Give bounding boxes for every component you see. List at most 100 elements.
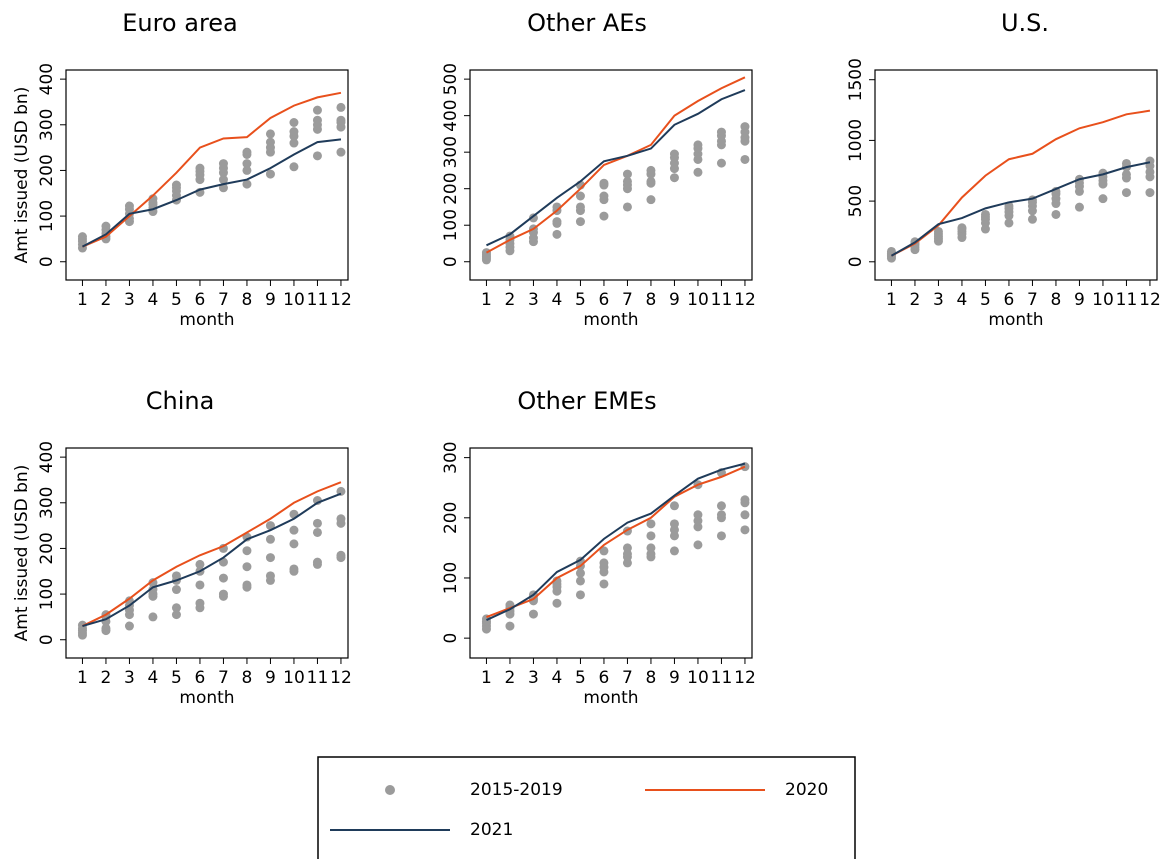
data-point — [242, 179, 252, 189]
series-line — [890, 161, 1151, 257]
data-point — [195, 598, 205, 608]
data-point — [933, 226, 943, 236]
series-line — [486, 462, 746, 621]
y-tick-label: 500 — [846, 185, 866, 217]
x-tick-label: 10 — [687, 290, 709, 310]
y-tick-label: 100 — [441, 209, 461, 241]
y-tick-label: 300 — [37, 109, 57, 141]
data-point — [265, 521, 275, 531]
x-tick-label: 9 — [265, 668, 276, 688]
x-tick-label: 3 — [528, 290, 539, 310]
x-axis-label: month — [988, 310, 1043, 330]
data-point — [575, 568, 585, 578]
data-point — [740, 525, 750, 535]
series-line — [81, 138, 342, 248]
x-tick-label: 10 — [1092, 290, 1114, 310]
x-tick-label: 10 — [283, 290, 305, 310]
data-point — [265, 137, 275, 147]
panel-title: Euro area — [122, 9, 238, 37]
y-axis-label: Amt issued (USD bn) — [12, 465, 32, 642]
x-tick-label: 9 — [1074, 290, 1085, 310]
panel-title: China — [146, 387, 215, 415]
data-point — [646, 543, 656, 553]
plot-frame — [469, 69, 753, 281]
y-tick-label: 500 — [441, 63, 461, 95]
series-line — [82, 91, 342, 248]
x-tick-label: 3 — [528, 668, 539, 688]
data-point — [101, 623, 111, 633]
x-tick-label: 6 — [1004, 290, 1015, 310]
data-point — [740, 122, 750, 132]
x-tick-label: 4 — [552, 668, 563, 688]
data-point — [599, 546, 609, 556]
x-tick-label: 1 — [77, 668, 88, 688]
x-tick-label: 6 — [599, 290, 610, 310]
x-tick-label: 9 — [669, 290, 680, 310]
data-point — [552, 598, 562, 608]
data-point — [669, 519, 679, 529]
x-tick-label: 8 — [1051, 290, 1062, 310]
data-point — [716, 531, 726, 541]
x-tick-label: 7 — [622, 668, 633, 688]
x-tick-label: 8 — [242, 668, 253, 688]
x-tick-label: 12 — [330, 668, 352, 688]
data-point — [575, 590, 585, 600]
y-tick-label: 0 — [441, 256, 461, 267]
data-point — [716, 510, 726, 520]
x-tick-label: 11 — [307, 668, 329, 688]
data-point — [599, 191, 609, 201]
x-tick-label: 2 — [910, 290, 921, 310]
data-point — [575, 576, 585, 586]
x-tick-label: 6 — [195, 668, 206, 688]
data-point — [1074, 202, 1084, 212]
y-tick-label: 0 — [441, 633, 461, 644]
x-tick-label: 8 — [646, 290, 657, 310]
data-point — [693, 510, 703, 520]
data-point — [218, 159, 228, 169]
series-line — [486, 465, 746, 619]
y-tick-label: 300 — [37, 487, 57, 519]
data-point — [242, 159, 252, 169]
data-point — [77, 232, 87, 242]
data-point — [218, 175, 228, 185]
data-point — [124, 201, 134, 211]
x-tick-label: 7 — [622, 290, 633, 310]
x-tick-label: 1 — [886, 290, 897, 310]
data-point — [312, 151, 322, 161]
data-point — [289, 127, 299, 137]
x-tick-label: 7 — [218, 290, 229, 310]
data-point — [242, 165, 252, 175]
data-point — [171, 610, 181, 620]
data-point — [1121, 188, 1131, 198]
data-point — [195, 580, 205, 590]
legend-label: 2015-2019 — [470, 780, 563, 800]
data-point — [1027, 214, 1037, 224]
x-tick-label: 6 — [195, 290, 206, 310]
plot-frame — [469, 447, 753, 659]
data-point — [693, 540, 703, 550]
series-line — [82, 481, 342, 627]
x-tick-label: 12 — [734, 290, 756, 310]
data-point — [289, 118, 299, 127]
data-point — [289, 564, 299, 574]
data-point — [693, 140, 703, 150]
x-axis-label: month — [179, 688, 234, 708]
series-line — [890, 109, 1151, 257]
data-point — [669, 149, 679, 159]
y-tick-label: 200 — [441, 502, 461, 534]
x-tick-label: 1 — [481, 290, 492, 310]
legend-marker — [385, 785, 395, 795]
x-tick-label: 11 — [711, 668, 733, 688]
data-point — [148, 578, 158, 588]
y-tick-label: 0 — [846, 256, 866, 267]
data-point — [980, 209, 990, 219]
plot-frame — [874, 69, 1158, 281]
x-axis-label: month — [583, 310, 638, 330]
data-point — [218, 589, 228, 599]
data-point — [957, 223, 967, 233]
data-point — [312, 527, 322, 537]
